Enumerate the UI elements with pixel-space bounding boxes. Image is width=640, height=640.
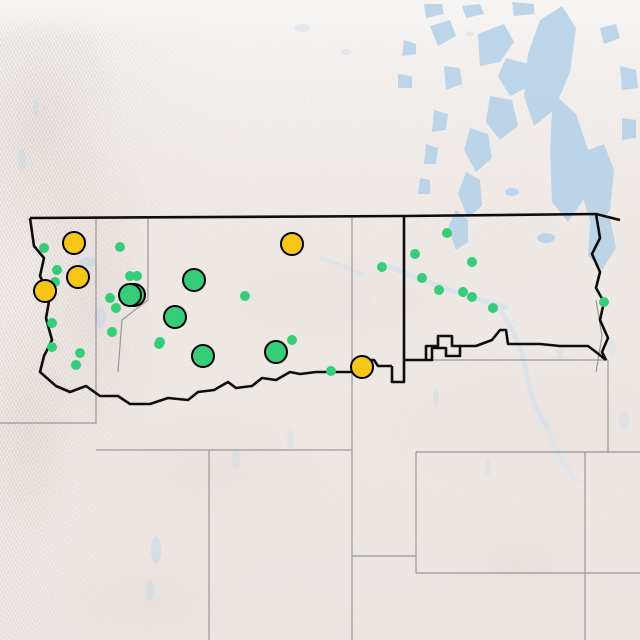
station-marker-small[interactable]	[107, 327, 117, 337]
station-marker-small[interactable]	[287, 335, 297, 345]
country-and-highlight-borders	[28, 212, 621, 406]
station-marker-small[interactable]	[467, 257, 477, 267]
station-marker-small[interactable]	[417, 273, 427, 283]
station-marker-small[interactable]	[326, 366, 336, 376]
station-marker-small[interactable]	[599, 297, 609, 307]
station-marker-small[interactable]	[410, 249, 420, 259]
station-marker-small[interactable]	[467, 292, 477, 302]
station-marker-small[interactable]	[377, 262, 387, 272]
station-marker-small[interactable]	[50, 277, 60, 287]
station-marker-small[interactable]	[125, 271, 135, 281]
station-marker-small[interactable]	[111, 303, 121, 313]
station-marker-small[interactable]	[115, 242, 125, 252]
station-marker-small[interactable]	[75, 348, 85, 358]
station-marker-small[interactable]	[154, 339, 164, 349]
station-marker-small[interactable]	[132, 271, 142, 281]
station-marker-large[interactable]	[350, 355, 374, 379]
station-marker-small[interactable]	[434, 285, 444, 295]
station-marker-small[interactable]	[105, 293, 115, 303]
station-marker-small[interactable]	[240, 291, 250, 301]
station-marker-small[interactable]	[39, 243, 49, 253]
station-marker-large[interactable]	[264, 340, 288, 364]
station-marker-large[interactable]	[280, 232, 304, 256]
station-marker-large[interactable]	[191, 344, 215, 368]
station-marker-small[interactable]	[47, 318, 57, 328]
station-marker-small[interactable]	[458, 287, 468, 297]
station-marker-large[interactable]	[33, 279, 57, 303]
state-border-lines	[0, 216, 640, 640]
station-marker-large[interactable]	[118, 283, 142, 307]
station-marker-small[interactable]	[442, 228, 452, 238]
station-marker-large[interactable]	[182, 268, 206, 292]
station-marker-large[interactable]	[66, 265, 90, 289]
station-marker-small[interactable]	[488, 303, 498, 313]
station-marker-small[interactable]	[47, 342, 57, 352]
station-marker-small[interactable]	[71, 360, 81, 370]
station-marker-large[interactable]	[163, 305, 187, 329]
station-marker-small[interactable]	[52, 265, 62, 275]
station-marker-large[interactable]	[62, 231, 86, 255]
